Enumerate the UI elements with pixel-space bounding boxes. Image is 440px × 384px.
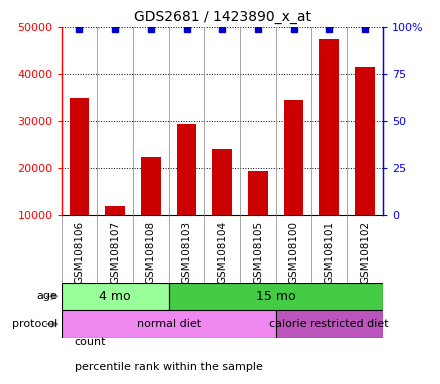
Text: percentile rank within the sample: percentile rank within the sample bbox=[75, 362, 263, 372]
Text: GSM108100: GSM108100 bbox=[289, 221, 299, 284]
Bar bbox=[213, 149, 232, 215]
Bar bbox=[169, 283, 383, 310]
Text: normal diet: normal diet bbox=[136, 319, 201, 329]
Text: GSM108101: GSM108101 bbox=[324, 221, 334, 284]
Text: 15 mo: 15 mo bbox=[256, 290, 296, 303]
Text: GSM108107: GSM108107 bbox=[110, 221, 120, 284]
Text: GSM108108: GSM108108 bbox=[146, 221, 156, 284]
Text: GSM108106: GSM108106 bbox=[74, 221, 84, 284]
Text: protocol: protocol bbox=[12, 319, 57, 329]
Bar bbox=[248, 170, 268, 215]
Bar bbox=[276, 310, 383, 338]
Text: GSM108102: GSM108102 bbox=[360, 221, 370, 284]
Bar bbox=[141, 157, 161, 215]
Bar bbox=[319, 39, 339, 215]
Text: calorie restricted diet: calorie restricted diet bbox=[269, 319, 389, 329]
Bar bbox=[105, 206, 125, 215]
Bar bbox=[355, 67, 375, 215]
Bar bbox=[62, 283, 169, 310]
Bar bbox=[177, 124, 196, 215]
Text: GSM108103: GSM108103 bbox=[182, 221, 191, 284]
Text: 4 mo: 4 mo bbox=[99, 290, 131, 303]
Bar bbox=[70, 98, 89, 215]
Title: GDS2681 / 1423890_x_at: GDS2681 / 1423890_x_at bbox=[134, 10, 311, 25]
Text: GSM108105: GSM108105 bbox=[253, 221, 263, 284]
Text: GSM108104: GSM108104 bbox=[217, 221, 227, 284]
Text: count: count bbox=[75, 337, 106, 347]
Text: age: age bbox=[37, 291, 57, 301]
Bar bbox=[62, 310, 276, 338]
Bar bbox=[284, 100, 304, 215]
